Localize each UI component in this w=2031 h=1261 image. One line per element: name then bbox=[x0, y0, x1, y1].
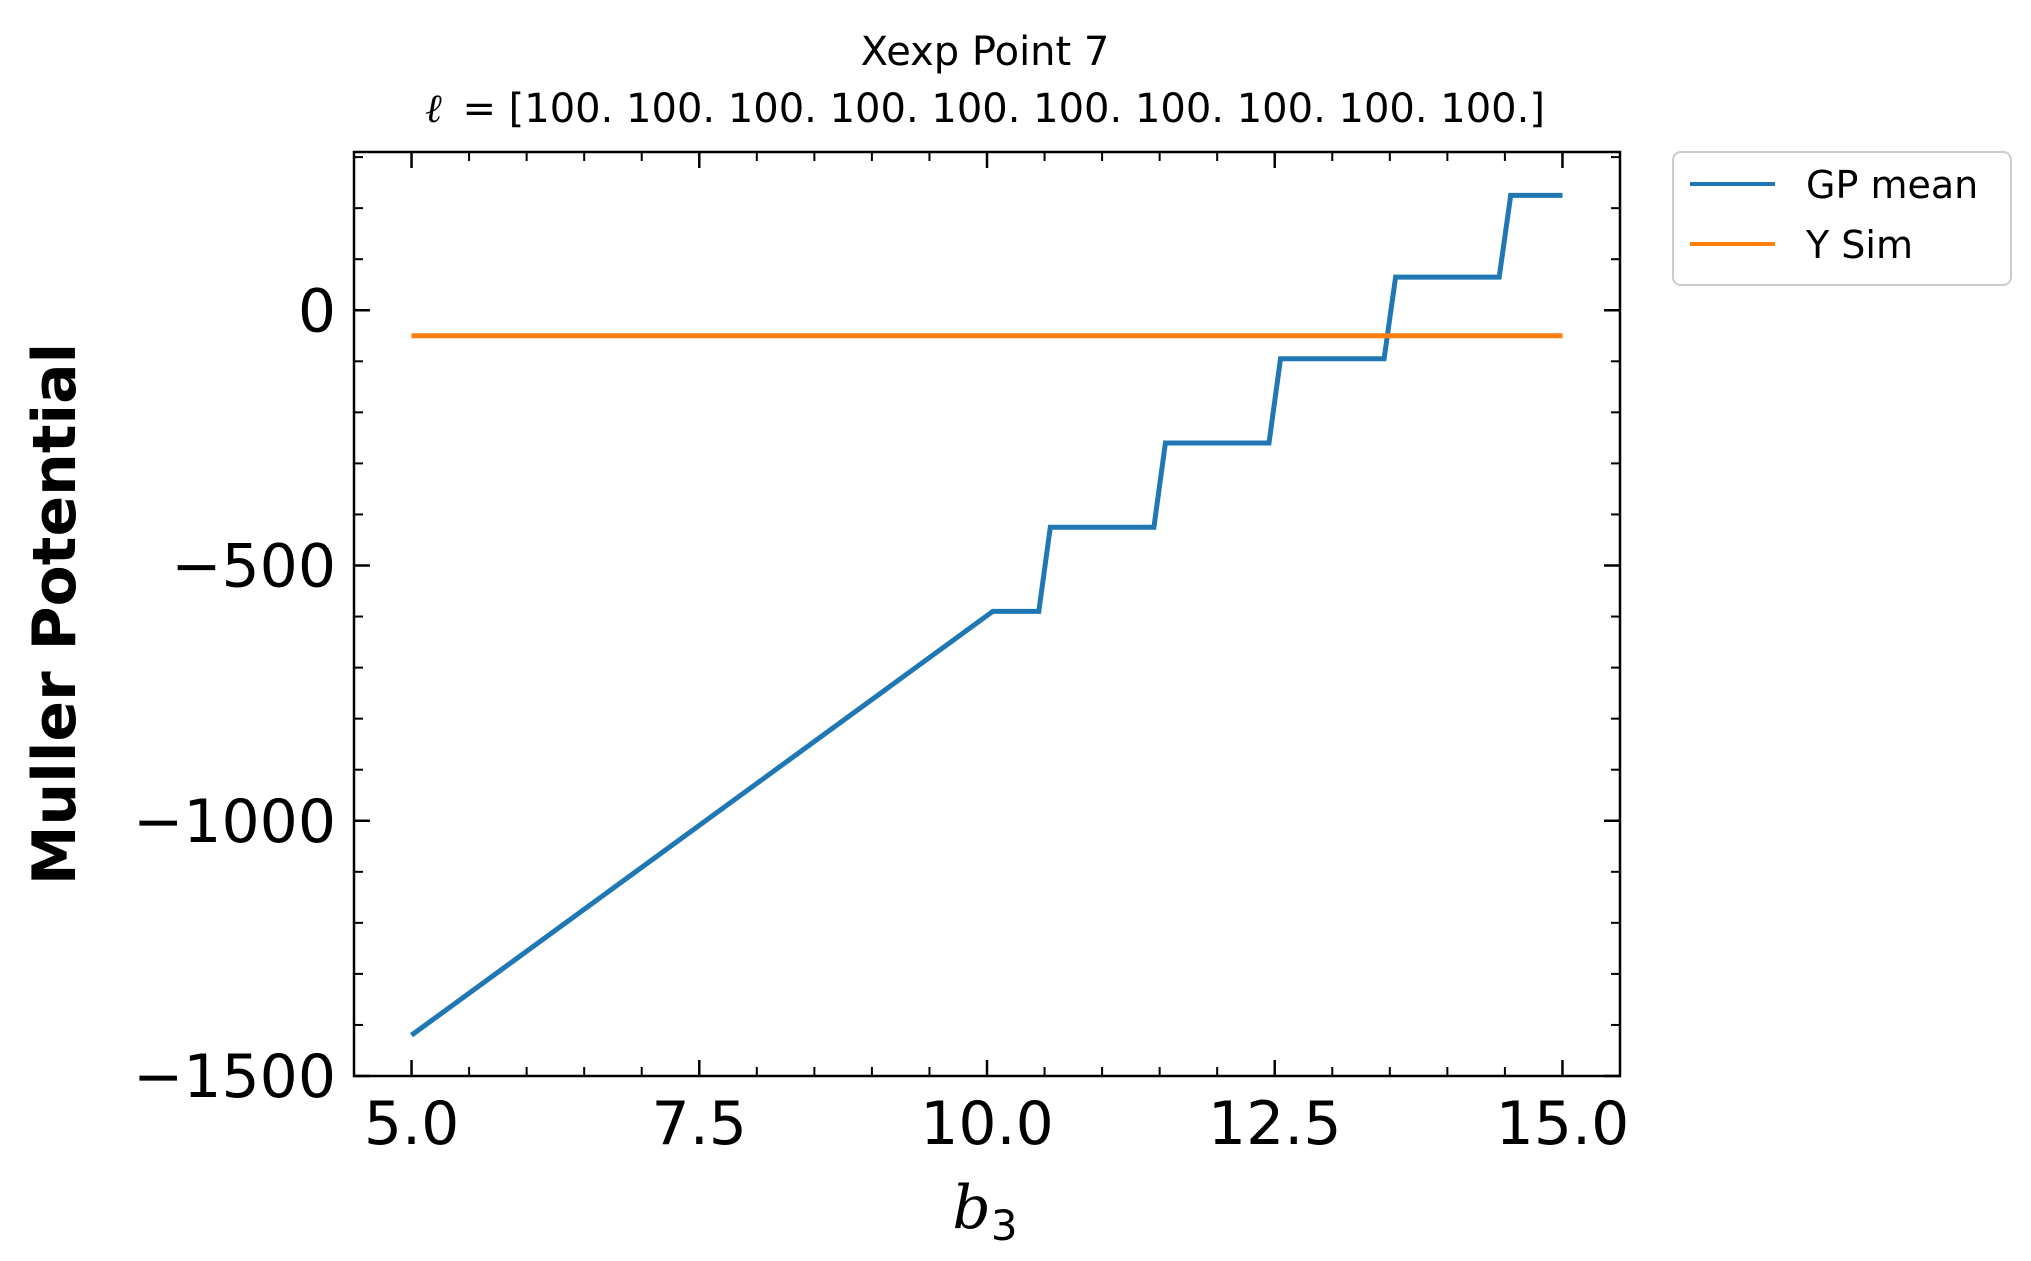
y-tick-label: 0 bbox=[298, 276, 336, 346]
ticks-layer: 5.0 7.5 10.0 12.5 15.0 −1500 −1000 −500 0 bbox=[133, 152, 1629, 1159]
y-tick-label: −1500 bbox=[133, 1042, 336, 1112]
y-axis-label: Muller Potential bbox=[20, 343, 90, 885]
subtitle-symbol: ℓ bbox=[425, 86, 442, 132]
series-layer bbox=[410, 192, 1563, 1038]
legend: GP mean Y Sim bbox=[1672, 151, 2012, 286]
x-tick-label: 10.0 bbox=[920, 1089, 1054, 1159]
x-tick-label: 12.5 bbox=[1208, 1089, 1342, 1159]
x-tick-label: 7.5 bbox=[652, 1089, 747, 1159]
chart-subtitle: ℓ = [100. 100. 100. 100. 100. 100. 100. … bbox=[425, 86, 1545, 132]
x-axis-label: b3 bbox=[952, 1173, 1017, 1250]
series-line-gp-mean bbox=[410, 192, 1563, 1038]
y-tick-label: −1000 bbox=[133, 787, 336, 857]
x-tick-label: 15.0 bbox=[1496, 1089, 1630, 1159]
x-axis-label-subscript: 3 bbox=[991, 1201, 1018, 1250]
subtitle-values: = [100. 100. 100. 100. 100. 100. 100. 10… bbox=[462, 86, 1545, 132]
plot-frame bbox=[352, 150, 1622, 1078]
legend-gp-mean-label: GP mean bbox=[1806, 163, 1978, 207]
y-tick-label: −500 bbox=[171, 532, 336, 602]
legend-y-sim-label: Y Sim bbox=[1805, 223, 1913, 267]
x-tick-label: 5.0 bbox=[364, 1089, 459, 1159]
chart-title: Xexp Point 7 bbox=[861, 29, 1110, 75]
